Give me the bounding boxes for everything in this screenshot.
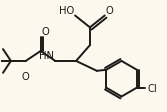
Text: HO: HO [59,5,74,15]
Text: Cl: Cl [148,83,157,93]
Text: O: O [22,71,30,81]
Text: O: O [42,27,49,37]
Text: HN: HN [39,51,54,60]
Text: O: O [106,5,113,15]
